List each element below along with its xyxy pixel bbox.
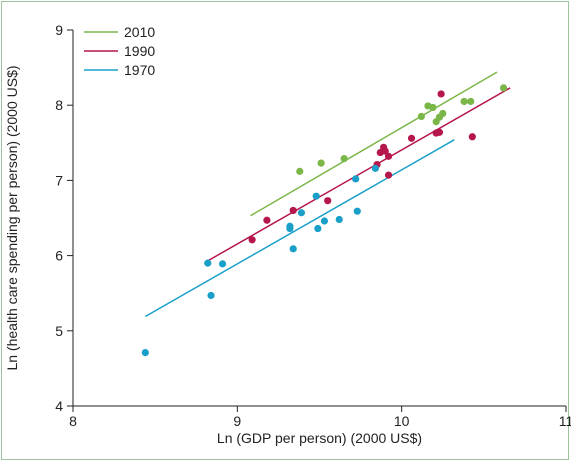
data-point-1990: [263, 216, 271, 224]
data-point-1990: [384, 171, 393, 179]
data-point-1970: [314, 224, 322, 233]
data-point-1970: [320, 217, 329, 225]
data-point-1990: [407, 134, 416, 142]
data-point-2010: [429, 103, 437, 112]
x-tick-label: 11: [559, 413, 571, 429]
legend-label-1990: 1990: [124, 43, 155, 59]
data-point-2010: [499, 84, 508, 92]
data-point-1970: [312, 192, 320, 200]
data-point-1970: [141, 349, 149, 357]
x-ticks: 8 9 10 11: [69, 406, 571, 429]
y-tick-label: 9: [55, 22, 63, 38]
data-point-1970: [335, 215, 343, 224]
y-ticks: 4 5 6 7 8 9: [55, 22, 73, 414]
y-tick-label: 7: [55, 172, 63, 188]
data-point-1990: [289, 206, 297, 215]
data-point-1970: [352, 175, 360, 183]
data-point-1990: [437, 90, 445, 98]
data-points: [141, 84, 508, 357]
trend-line-1970: [144, 139, 455, 318]
data-point-1990: [324, 197, 332, 205]
legend-label-2010: 2010: [124, 24, 155, 40]
data-point-2010: [460, 97, 468, 106]
x-axis-label: Ln (GDP per person) (2000 US$): [217, 430, 422, 446]
y-tick-label: 4: [55, 398, 63, 414]
data-point-1970: [204, 259, 212, 267]
data-point-1990: [248, 236, 256, 244]
data-point-2010: [417, 112, 425, 121]
data-point-2010: [340, 154, 348, 163]
data-point-1970: [218, 260, 227, 268]
data-point-1970: [371, 164, 379, 172]
trend-line-2010: [250, 71, 498, 217]
x-tick-label: 8: [69, 413, 77, 429]
data-point-1970: [297, 209, 306, 217]
y-tick-label: 8: [55, 97, 63, 113]
legend-label-1970: 1970: [124, 62, 155, 78]
data-point-2010: [439, 109, 447, 118]
data-point-1970: [289, 245, 297, 253]
data-point-1990: [435, 128, 444, 136]
data-point-1970: [207, 291, 215, 300]
data-point-2010: [317, 159, 325, 167]
data-point-1990: [468, 133, 476, 141]
data-point-2010: [467, 97, 475, 106]
data-point-1970: [286, 224, 294, 233]
trend-lines: [144, 71, 511, 318]
trend-line-1990: [207, 87, 511, 262]
y-axis-label: Ln (health care spending per person) (20…: [4, 65, 20, 370]
y-tick-label: 5: [55, 323, 63, 339]
x-tick-label: 9: [233, 413, 241, 429]
x-tick-label: 10: [394, 413, 410, 429]
legend: 2010 1990 1970: [84, 24, 155, 78]
y-tick-label: 6: [55, 248, 63, 264]
axes: [72, 30, 566, 407]
data-point-2010: [296, 167, 304, 175]
data-point-1990: [384, 152, 393, 160]
data-point-1970: [353, 207, 361, 215]
data-point-1990: [381, 147, 389, 155]
